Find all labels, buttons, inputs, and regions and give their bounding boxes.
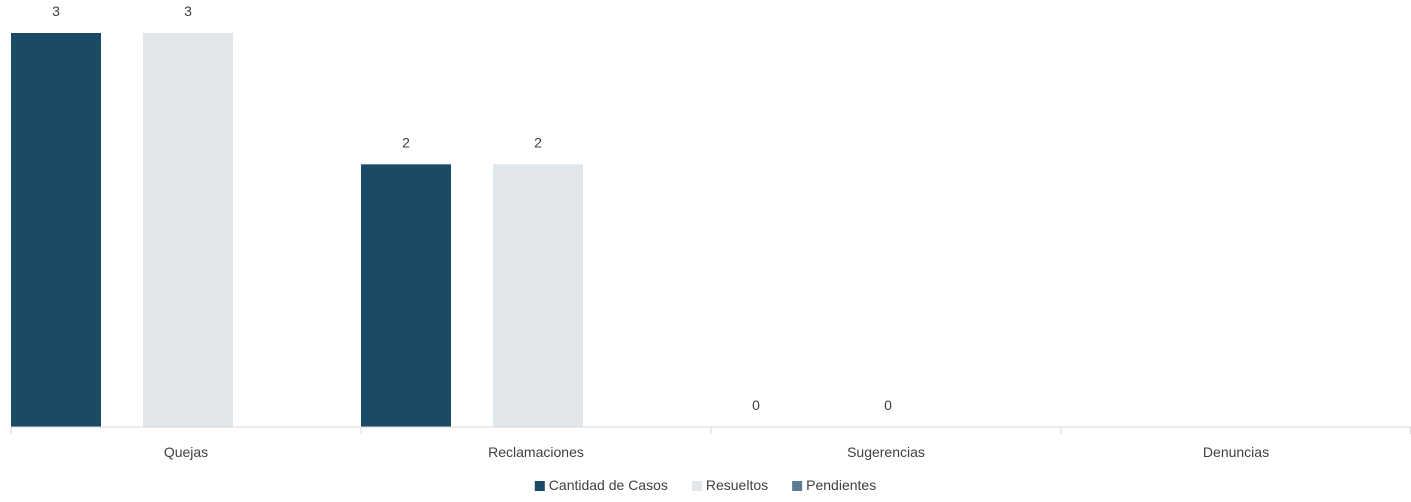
- legend-label-resueltos: Resueltos: [706, 477, 768, 493]
- data-label-resueltos-quejas: 3: [184, 3, 192, 19]
- data-label-cantidad-de-casos-quejas: 3: [52, 3, 60, 19]
- data-label-resueltos-reclamaciones: 2: [534, 134, 542, 150]
- data-label-cantidad-de-casos-sugerencias: 0: [752, 397, 760, 413]
- bar-resueltos-quejas: [143, 33, 233, 427]
- legend-item-cantidad-de-casos: Cantidad de Casos: [534, 477, 668, 493]
- legend-label-pendientes: Pendientes: [806, 477, 876, 493]
- legend-label-cantidad-de-casos: Cantidad de Casos: [549, 477, 668, 493]
- legend-swatch-cantidad-de-casos: [534, 481, 545, 491]
- bar-cantidad-de-casos-reclamaciones: [361, 164, 451, 428]
- x-tick-label-denuncias: Denuncias: [1203, 444, 1269, 460]
- legend-swatch-pendientes: [792, 481, 803, 491]
- legend-item-pendientes: Pendientes: [792, 477, 876, 493]
- bars-layer: [11, 33, 583, 428]
- x-axis: Quejas Reclamaciones Sugerencias Denuncias: [10, 426, 1411, 460]
- x-tick-label-sugerencias: Sugerencias: [847, 444, 925, 460]
- bar-resueltos-reclamaciones: [493, 164, 583, 428]
- legend: Cantidad de Casos Resueltos Pendientes: [534, 477, 876, 493]
- data-labels-layer: 3 3 2 2 0 0: [52, 3, 892, 413]
- data-label-cantidad-de-casos-reclamaciones: 2: [402, 134, 410, 150]
- legend-item-resueltos: Resueltos: [691, 477, 768, 493]
- bar-cantidad-de-casos-quejas: [11, 33, 101, 427]
- x-tick-label-quejas: Quejas: [164, 444, 208, 460]
- data-label-resueltos-sugerencias: 0: [884, 397, 892, 413]
- x-tick-label-reclamaciones: Reclamaciones: [488, 444, 584, 460]
- legend-swatch-resueltos: [691, 481, 702, 491]
